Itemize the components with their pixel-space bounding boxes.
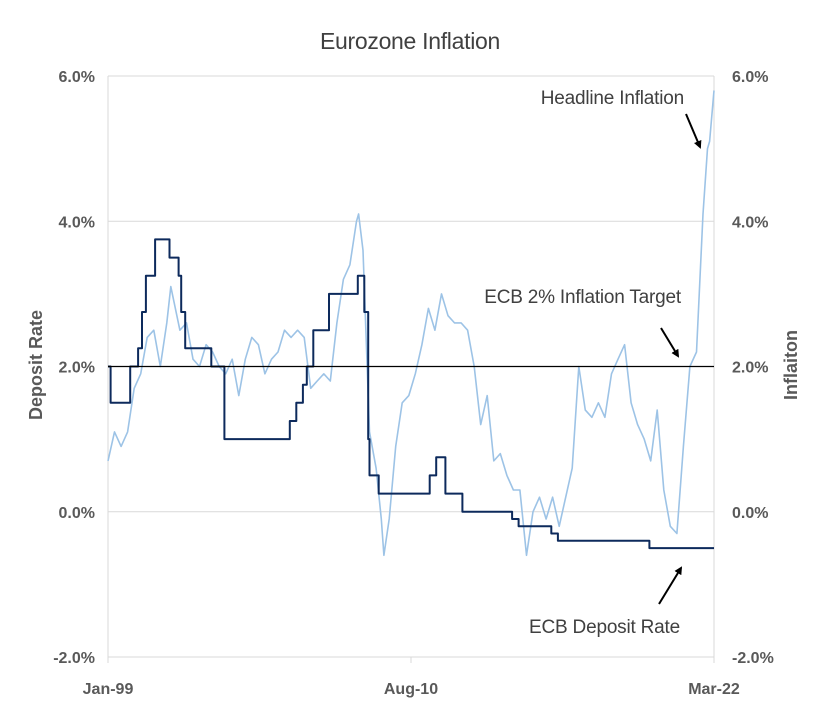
series-group — [107, 90, 715, 557]
left-y-tick-label: -2.0% — [53, 650, 95, 667]
left-y-tick-label: 0.0% — [59, 505, 95, 522]
arrow-headline-inflation — [685, 113, 702, 149]
ecb-deposit-rate-line — [108, 238, 714, 550]
right-y-tick-label: 2.0% — [732, 360, 768, 377]
annotation-ecb-deposit-rate: ECB Deposit Rate — [529, 617, 680, 638]
right-y-tick-labels: -2.0% 0.0% 2.0% 4.0% 6.0% — [732, 69, 774, 667]
axes — [107, 76, 715, 663]
annotation-headline-inflation: Headline Inflation — [541, 88, 684, 109]
x-tick-label: Aug-10 — [384, 681, 438, 698]
left-y-tick-label: 2.0% — [59, 360, 95, 377]
annotations: Headline Inflation ECB 2% Inflation Targ… — [484, 88, 702, 638]
arrow-ecb-deposit-rate — [658, 566, 683, 605]
x-tick-label: Mar-22 — [688, 681, 740, 698]
x-tick-label: Jan-99 — [83, 681, 134, 698]
chart-title: Eurozone Inflation — [320, 28, 500, 54]
annotation-ecb-target: ECB 2% Inflation Target — [484, 287, 682, 308]
left-y-axis-title: Deposit Rate — [26, 310, 46, 420]
right-y-tick-label: 0.0% — [732, 505, 768, 522]
arrow-ecb-target — [660, 327, 680, 358]
right-y-axis-title: Inflaiton — [781, 330, 801, 400]
right-y-tick-label: 6.0% — [732, 69, 768, 86]
left-y-tick-labels: -2.0% 0.0% 2.0% 4.0% 6.0% — [53, 69, 95, 667]
x-tick-labels: Jan-99 Aug-10 Mar-22 — [83, 681, 740, 698]
left-y-tick-label: 6.0% — [59, 69, 95, 86]
right-y-tick-label: -2.0% — [732, 650, 774, 667]
headline-inflation-line — [107, 90, 715, 557]
left-y-tick-label: 4.0% — [59, 214, 95, 231]
right-y-tick-label: 4.0% — [732, 214, 768, 231]
